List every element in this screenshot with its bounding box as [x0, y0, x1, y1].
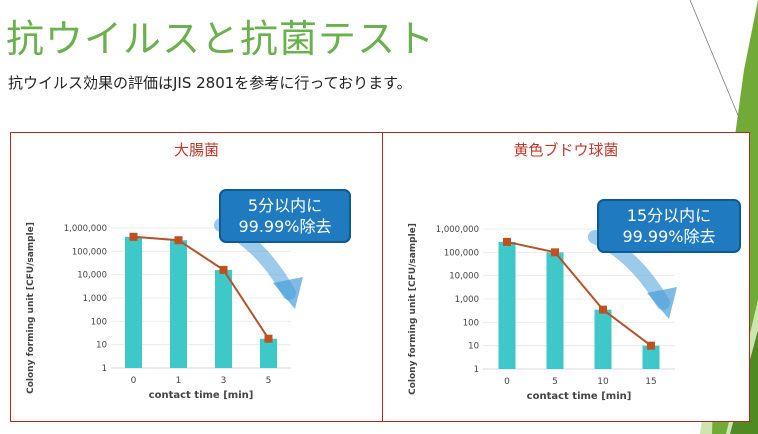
- callout-ecoli-line1: 5分以内に: [247, 196, 323, 215]
- line-marker: [129, 232, 138, 241]
- y-tick-label: 1,000: [455, 295, 479, 305]
- arrow-head: [647, 287, 677, 319]
- bar: [170, 240, 187, 368]
- line-marker: [174, 236, 183, 245]
- callout-staph-line1: 15分以内に: [626, 206, 712, 225]
- series-line: [133, 235, 270, 340]
- callout-staph: 15分以内に 99.99%除去: [597, 199, 741, 253]
- callout-ecoli-line2: 99.99%除去: [238, 217, 332, 236]
- y-tick-label: 1,000,000: [64, 224, 107, 234]
- y-axis-label: Colony forming unit [CFU/sample]: [26, 222, 36, 394]
- chart-panel-ecoli: 大腸菌 1 10 100 1,000 10,000 100,000 1,000,000 0 1 3…: [10, 132, 382, 422]
- x-tick-label: 5: [552, 377, 558, 387]
- y-tick-label: 1,000,000: [436, 225, 479, 235]
- bar: [215, 269, 232, 368]
- y-tick-label: 100,000: [72, 247, 107, 257]
- y-tick-label: 1: [474, 365, 479, 375]
- page-subtitle: 抗ウイルス効果の評価はJIS 2801を参考に行っております。: [8, 74, 412, 92]
- y-tick-label: 10: [468, 342, 479, 352]
- deco-line: [689, 0, 741, 121]
- x-axis-label: contact time [min]: [149, 390, 254, 401]
- chart-ecoli: 1 10 100 1,000 10,000 100,000 1,000,000 0 1 3 5 con…: [26, 218, 303, 401]
- bar: [642, 345, 660, 369]
- y-tick-label: 10: [96, 341, 107, 351]
- bar: [125, 236, 142, 368]
- y-tick-label: 100: [91, 317, 107, 327]
- y-tick-label: 10,000: [449, 272, 479, 282]
- y-tick-label: 10,000: [77, 271, 107, 281]
- line-marker: [264, 334, 273, 343]
- x-tick-label: 0: [504, 377, 510, 387]
- x-axis-label: contact time [min]: [527, 391, 632, 402]
- arrow-head: [273, 277, 303, 309]
- chart-title-ecoli: 大腸菌: [173, 141, 219, 159]
- line-marker: [551, 248, 559, 257]
- chart-panel-staph: 黄色ブドウ球菌 1 10 100 1,000 10,000 100,000 1,000,00…: [382, 132, 750, 422]
- x-tick-label: 3: [221, 376, 227, 386]
- series-line: [506, 240, 652, 347]
- bar: [260, 338, 277, 368]
- bar: [498, 241, 516, 369]
- bar: [594, 309, 612, 369]
- line-marker: [503, 237, 511, 246]
- x-tick-label: 10: [597, 377, 609, 387]
- y-tick-label: 100: [463, 318, 479, 328]
- line-marker: [599, 305, 607, 314]
- chart-staph: 1 10 100 1,000 10,000 100,000 1,000,000 0 5 10 15 c…: [408, 223, 677, 402]
- x-tick-label: 0: [131, 376, 137, 386]
- callout-ecoli: 5分以内に 99.99%除去: [219, 189, 351, 243]
- y-tick-label: 1: [102, 364, 107, 374]
- chart-title-staph: 黄色ブドウ球菌: [513, 141, 619, 159]
- line-marker: [219, 265, 228, 274]
- x-tick-label: 5: [266, 376, 272, 386]
- y-tick-label: 1,000: [83, 294, 107, 304]
- bar: [546, 252, 564, 369]
- line-marker: [647, 341, 655, 350]
- x-tick-label: 15: [645, 377, 656, 387]
- y-axis-label: Colony forming unit [CFU/sample]: [408, 223, 418, 395]
- y-tick-label: 100,000: [444, 248, 479, 258]
- callout-staph-line2: 99.99%除去: [622, 227, 716, 246]
- page-title: 抗ウイルスと抗菌テスト: [6, 17, 436, 61]
- x-tick-label: 1: [176, 376, 182, 386]
